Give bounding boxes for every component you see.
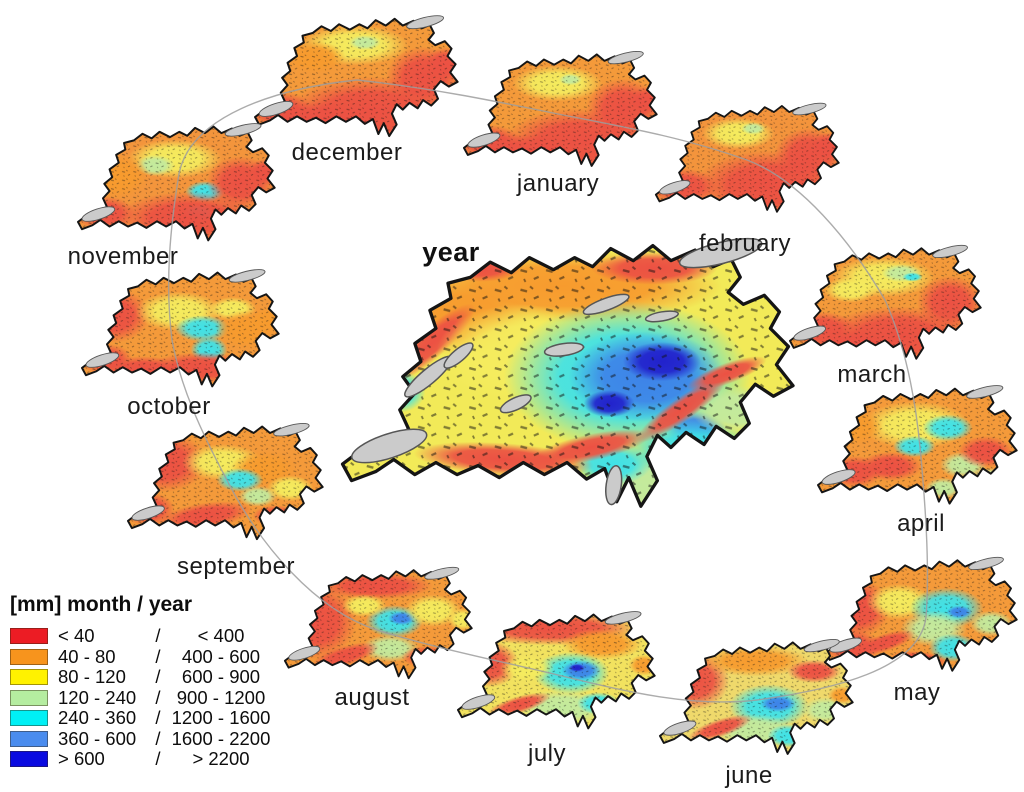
legend-row: 360 - 600 / 1600 - 2200 <box>10 728 274 749</box>
legend-separator: / <box>155 645 161 667</box>
map-may <box>824 556 1018 672</box>
label-august: august <box>334 684 410 711</box>
label-september: september <box>177 553 295 580</box>
legend-separator: / <box>155 625 161 646</box>
legend-month-range: < 40 <box>58 625 95 646</box>
legend-year-range: 1600 - 2200 <box>171 727 271 749</box>
label-april: april <box>897 510 945 537</box>
legend-year-range: 900 - 1200 <box>176 686 266 708</box>
legend-swatch-yellow <box>10 669 48 685</box>
map-april <box>816 385 1018 505</box>
legend-year-range: 400 - 600 <box>181 645 261 667</box>
legend-year-range: 600 - 900 <box>181 666 261 687</box>
legend-separator: / <box>155 707 161 728</box>
label-november: november <box>67 243 179 270</box>
legend-row: > 600 / > 2200 <box>10 748 274 769</box>
map-july <box>456 611 656 730</box>
legend-year-range: > 2200 <box>192 748 250 769</box>
legend-month-range: 80 - 120 <box>58 666 126 687</box>
label-october: october <box>127 393 211 420</box>
orbit-path <box>167 79 929 703</box>
legend-row: 40 - 80 / 400 - 600 <box>10 646 274 667</box>
label-year: year <box>422 237 480 267</box>
map-august <box>283 566 473 680</box>
legend-month-range: 120 - 240 <box>58 686 137 708</box>
legend-row: 120 - 240 / 900 - 1200 <box>10 687 274 708</box>
legend-separator: / <box>155 666 161 687</box>
map-october <box>80 269 280 388</box>
label-february: february <box>698 230 792 257</box>
legend-swatch-lightgreen <box>10 689 48 706</box>
legend: [mm] month / year < 40 / < 400 40 - 80 /… <box>10 593 274 769</box>
label-june: june <box>725 762 773 789</box>
legend-separator: / <box>155 686 161 708</box>
label-january: january <box>516 170 600 197</box>
legend-row: 80 - 120 / 600 - 900 <box>10 666 274 687</box>
label-march: march <box>837 361 907 388</box>
legend-month-range: 360 - 600 <box>58 727 137 749</box>
legend-swatch-cyan <box>10 710 48 726</box>
map-november <box>76 123 276 242</box>
map-year <box>340 237 795 508</box>
label-december: december <box>291 139 403 166</box>
label-july: july <box>527 740 567 767</box>
legend-swatch-darkblue <box>10 751 48 767</box>
legend-month-range: > 600 <box>58 748 105 769</box>
legend-year-range: < 400 <box>197 625 245 646</box>
legend-year-range: 1200 - 1600 <box>171 707 271 728</box>
legend-title: [mm] month / year <box>10 593 193 616</box>
map-september <box>126 423 324 541</box>
legend-row: 240 - 360 / 1200 - 1600 <box>10 707 274 728</box>
legend-separator: / <box>155 727 161 749</box>
map-march <box>788 244 982 360</box>
legend-month-range: 240 - 360 <box>58 707 137 728</box>
legend-swatch-red <box>10 628 48 644</box>
map-december <box>254 15 459 138</box>
map-january <box>462 50 658 167</box>
label-may: may <box>893 679 941 706</box>
legend-separator: / <box>155 748 161 769</box>
legend-row: < 40 / < 400 <box>10 625 274 646</box>
legend-month-range: 40 - 80 <box>58 645 116 667</box>
legend-swatch-orange <box>10 648 48 665</box>
legend-swatch-blue <box>10 730 48 747</box>
